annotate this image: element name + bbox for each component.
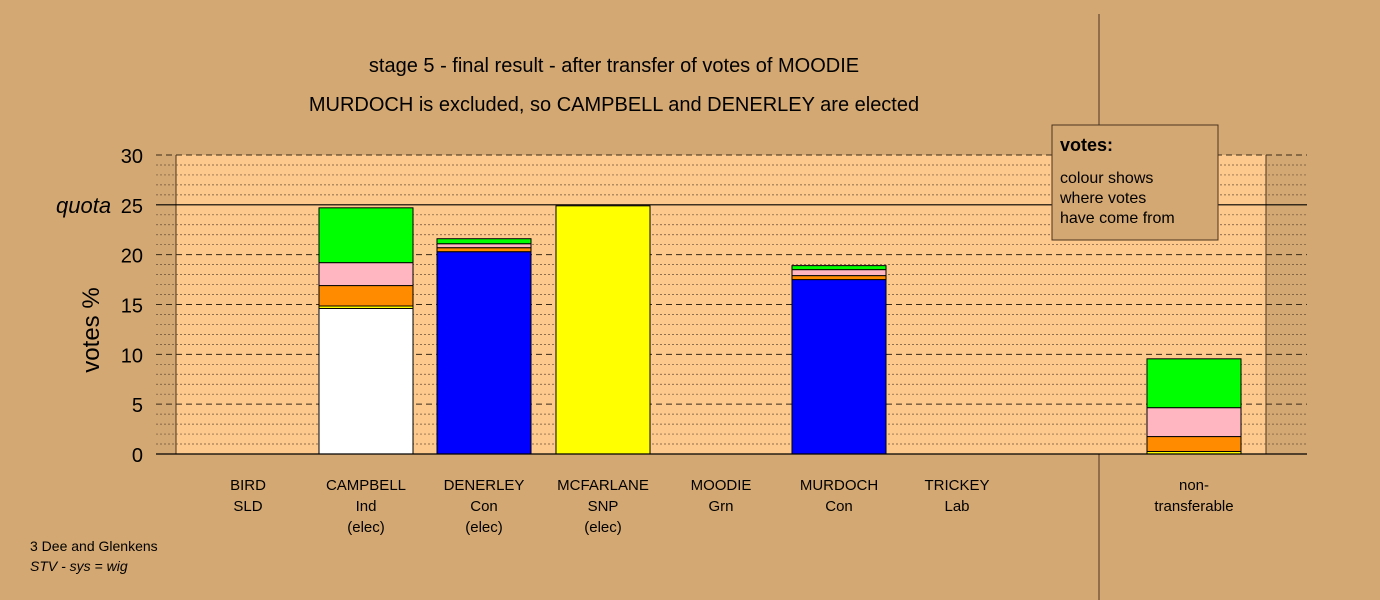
y-tick-label: 20 bbox=[121, 246, 143, 268]
bar-segment bbox=[436, 238, 532, 245]
system-label: STV - sys = wig bbox=[30, 558, 128, 574]
bar-segment bbox=[1146, 358, 1242, 409]
legend-line-2: where votes bbox=[1059, 190, 1146, 207]
candidate-party-label: Con bbox=[470, 498, 498, 515]
candidate-status-label: (elec) bbox=[347, 519, 385, 536]
y-tick-label: 0 bbox=[132, 445, 143, 467]
bar-segment bbox=[791, 269, 887, 277]
legend-line-1: colour shows bbox=[1060, 170, 1153, 187]
candidate-party-label: transferable bbox=[1154, 498, 1233, 515]
candidate-name-label: BIRD bbox=[230, 477, 266, 494]
constituency-label: 3 Dee and Glenkens bbox=[30, 538, 158, 554]
chart-title: stage 5 - final result - after transfer … bbox=[369, 55, 859, 77]
bar-segment bbox=[791, 265, 887, 271]
candidate-name-label: MURDOCH bbox=[800, 477, 878, 494]
candidate-name-label: MCFARLANE bbox=[557, 477, 649, 494]
quota-label: quota bbox=[56, 193, 111, 218]
bar-segment bbox=[555, 205, 651, 455]
candidate-party-label: Grn bbox=[708, 498, 733, 515]
legend: votes: colour shows where votes have com… bbox=[1051, 124, 1219, 241]
y-axis-label: votes % bbox=[78, 287, 105, 372]
bar-segment bbox=[318, 307, 414, 455]
legend-box bbox=[1051, 124, 1219, 241]
candidate-name-label: TRICKEY bbox=[924, 477, 989, 494]
y-tick-label: 30 bbox=[121, 146, 143, 168]
candidate-name-label: CAMPBELL bbox=[326, 477, 406, 494]
candidate-name-label: MOODIE bbox=[691, 477, 752, 494]
bar-segment bbox=[1146, 407, 1242, 438]
chart-footer: 3 Dee and Glenkens STV - sys = wig bbox=[30, 536, 158, 576]
candidate-status-label: (elec) bbox=[465, 519, 503, 536]
bar-segment bbox=[436, 243, 532, 249]
bar-segment bbox=[1146, 436, 1242, 453]
candidate-party-label: Lab bbox=[944, 498, 969, 515]
bar-segment bbox=[436, 251, 532, 455]
bar-segment bbox=[791, 279, 887, 455]
candidate-party-label: SLD bbox=[233, 498, 262, 515]
candidate-name-label: non- bbox=[1179, 477, 1209, 494]
candidate-party-label: Ind bbox=[356, 498, 377, 515]
y-tick-label: 25 bbox=[121, 196, 143, 218]
candidate-party-label: Con bbox=[825, 498, 853, 515]
candidate-party-label: SNP bbox=[588, 498, 619, 515]
legend-line-3: have come from bbox=[1060, 210, 1175, 227]
bar-segment bbox=[318, 207, 414, 264]
bar-segment bbox=[318, 285, 414, 307]
candidate-name-label: DENERLEY bbox=[444, 477, 525, 494]
y-tick-label: 15 bbox=[121, 296, 143, 318]
y-tick-label: 10 bbox=[121, 345, 143, 367]
legend-title: votes: bbox=[1060, 135, 1113, 155]
y-tick-label: 5 bbox=[132, 395, 143, 417]
chart-subtitle: MURDOCH is excluded, so CAMPBELL and DEN… bbox=[309, 94, 919, 116]
bar-segment bbox=[318, 262, 414, 287]
candidate-status-label: (elec) bbox=[584, 519, 622, 536]
bar-segment bbox=[436, 247, 532, 253]
bar-segment bbox=[791, 275, 887, 281]
